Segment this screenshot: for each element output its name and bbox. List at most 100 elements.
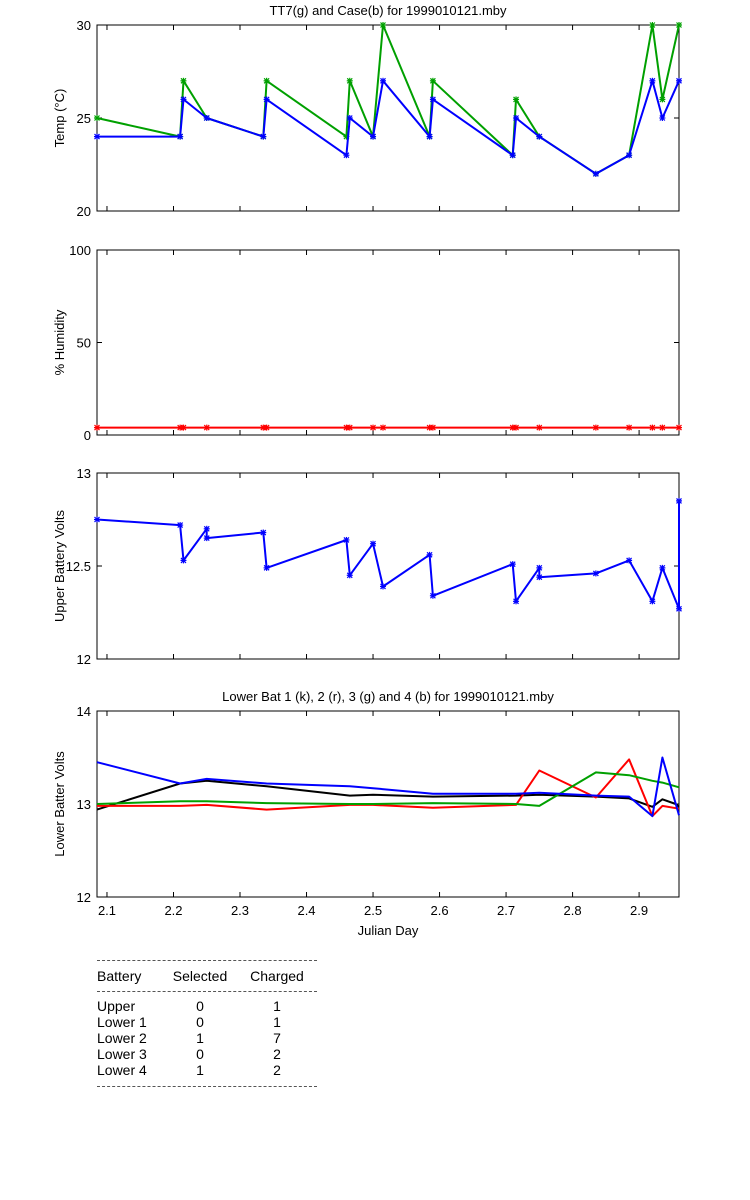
- data-point: [426, 133, 433, 140]
- data-point: [592, 424, 599, 431]
- data-point: [346, 572, 353, 579]
- battery-table: Battery Selected Charged Upper 0 1 Lower…: [97, 960, 317, 1087]
- data-point: [676, 22, 682, 28]
- battery-name: Upper: [97, 998, 136, 1014]
- series-line: [96, 771, 680, 807]
- data-point: [177, 133, 184, 140]
- data-point: [180, 96, 187, 103]
- data-point: [513, 598, 520, 605]
- charged-value: 1: [273, 998, 281, 1014]
- series-line: [97, 79, 680, 175]
- selected-value: 1: [196, 1062, 204, 1078]
- plot-frame: [96, 249, 680, 436]
- data-point: [346, 115, 353, 121]
- data-point: [263, 77, 270, 84]
- data-point: [94, 424, 100, 431]
- data-point: [676, 424, 682, 431]
- x-tick-label: 2.4: [297, 903, 315, 918]
- header-charged: Charged: [250, 968, 304, 984]
- table-row: Lower 4 1 2: [97, 1062, 317, 1078]
- series-line: [96, 779, 680, 811]
- x-tick-label: 2.1: [98, 903, 116, 918]
- series-line: [97, 758, 680, 818]
- battery-name: Lower 3: [97, 1046, 147, 1062]
- data-point: [203, 424, 210, 431]
- data-point: [676, 605, 682, 612]
- data-point: [370, 133, 377, 140]
- data-point: [370, 540, 377, 547]
- data-point: [180, 557, 187, 564]
- y-tick-label: 14: [77, 704, 91, 719]
- x-tick-label: 2.6: [431, 903, 449, 918]
- charged-value: 2: [273, 1062, 281, 1078]
- table-header: Battery Selected Charged: [97, 961, 317, 991]
- battery-name: Lower 1: [97, 1014, 147, 1030]
- data-point: [260, 133, 267, 140]
- x-tick-label: 2.5: [364, 903, 382, 918]
- data-point: [429, 96, 436, 103]
- data-point: [429, 424, 436, 431]
- chart-title: Lower Bat 1 (k), 2 (r), 3 (g) and 4 (b) …: [222, 689, 554, 704]
- x-tick-label: 2.2: [164, 903, 182, 918]
- data-point: [659, 564, 666, 571]
- table-body: Upper 0 1 Lower 1 0 1 Lower 2 1 7 Lower …: [97, 992, 317, 1086]
- data-point: [509, 152, 516, 159]
- data-point: [513, 96, 520, 103]
- header-selected: Selected: [172, 968, 228, 984]
- selected-value: 0: [196, 1014, 204, 1030]
- plot-frame: [96, 24, 680, 212]
- data-point: [380, 77, 387, 84]
- data-point: [429, 592, 436, 599]
- data-point: [676, 497, 682, 504]
- data-point: [180, 424, 187, 431]
- x-tick-label: 2.9: [630, 903, 648, 918]
- x-axis-label: Julian Day: [358, 923, 419, 938]
- data-point: [536, 424, 543, 431]
- table-rule-bottom: [97, 1086, 317, 1087]
- data-point: [649, 22, 656, 28]
- data-point: [380, 22, 387, 28]
- data-point: [263, 424, 270, 431]
- battery-name: Lower 4: [97, 1062, 147, 1078]
- table-rule-top: [97, 960, 317, 961]
- table-row: Lower 1 0 1: [97, 1014, 317, 1030]
- y-tick-label: 50: [77, 336, 91, 351]
- data-point: [343, 536, 350, 543]
- data-point: [380, 583, 387, 590]
- charged-value: 2: [273, 1046, 281, 1062]
- y-tick-label: 13: [77, 797, 91, 812]
- data-point: [649, 424, 656, 431]
- y-axis-label: Lower Batter Volts: [52, 751, 67, 857]
- data-point: [513, 115, 520, 121]
- y-tick-label: 12: [77, 652, 91, 667]
- data-point: [263, 564, 270, 571]
- y-tick-label: 12.5: [66, 559, 91, 574]
- data-point: [94, 115, 100, 121]
- data-point: [203, 535, 210, 542]
- data-point: [536, 564, 543, 571]
- chart-title: TT7(g) and Case(b) for 1999010121.mby: [269, 3, 507, 18]
- y-axis-label: Temp (°C): [52, 89, 67, 148]
- data-point: [429, 77, 436, 84]
- data-point: [203, 115, 210, 121]
- data-point: [649, 77, 656, 84]
- data-point: [380, 424, 387, 431]
- data-point: [509, 561, 516, 568]
- data-point: [676, 77, 682, 84]
- data-point: [370, 424, 377, 431]
- plot-frame: [96, 472, 680, 660]
- battery-name: Lower 2: [97, 1030, 147, 1046]
- y-tick-label: 25: [77, 111, 91, 126]
- data-point: [513, 424, 520, 431]
- x-tick-label: 2.8: [564, 903, 582, 918]
- data-point: [346, 424, 353, 431]
- table-row: Lower 2 1 7: [97, 1030, 317, 1046]
- series-line: [96, 756, 680, 818]
- data-point: [203, 525, 210, 532]
- data-point: [626, 152, 633, 159]
- data-point: [536, 133, 543, 140]
- data-point: [263, 96, 270, 103]
- data-point: [94, 516, 100, 523]
- data-point: [343, 152, 350, 159]
